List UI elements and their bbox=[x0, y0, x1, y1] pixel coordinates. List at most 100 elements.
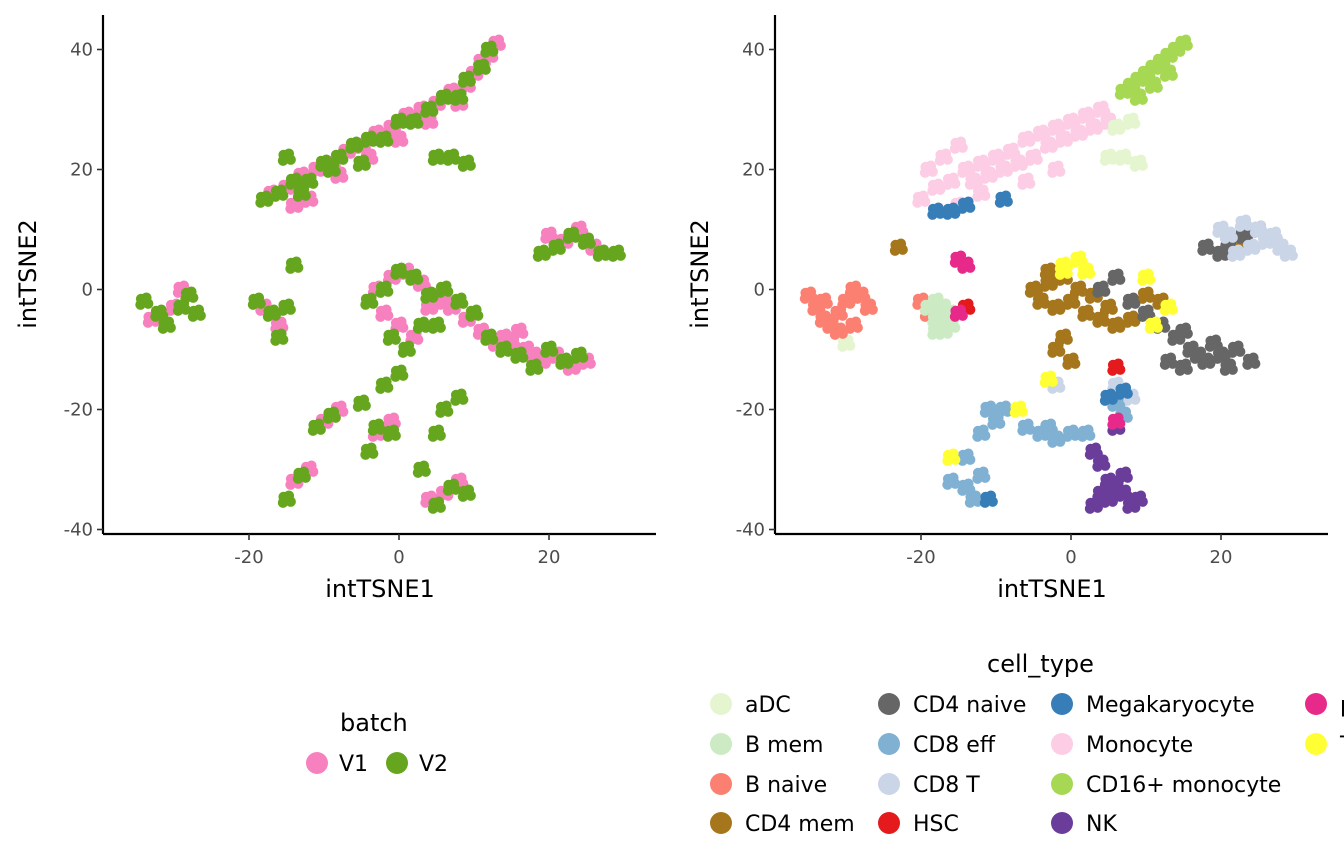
legend-label: CD16+ monocyte bbox=[1086, 773, 1281, 798]
data-point bbox=[390, 113, 402, 125]
data-point bbox=[1100, 491, 1111, 503]
data-point bbox=[890, 239, 901, 251]
data-point bbox=[1197, 239, 1209, 251]
data-point bbox=[1010, 401, 1021, 413]
data-point bbox=[428, 425, 439, 437]
data-point bbox=[950, 305, 961, 317]
right-y-axis-title: intTSNE2 bbox=[686, 219, 714, 329]
data-point bbox=[1257, 233, 1269, 245]
data-point bbox=[1175, 323, 1186, 335]
data-point bbox=[1062, 293, 1074, 305]
data-point bbox=[1017, 173, 1029, 185]
data-point bbox=[1227, 341, 1239, 353]
y-tick-label: 0 bbox=[754, 280, 765, 301]
data-point bbox=[510, 323, 522, 335]
legend-label: CD4 naive bbox=[913, 693, 1026, 718]
data-point bbox=[285, 257, 297, 269]
data-point bbox=[1122, 293, 1134, 305]
legend-key bbox=[386, 752, 408, 774]
data-point bbox=[480, 329, 492, 341]
data-point bbox=[1047, 299, 1059, 311]
series-t bbox=[942, 250, 1178, 466]
data-point bbox=[1077, 305, 1089, 317]
legend-label: aDC bbox=[745, 693, 791, 718]
data-point bbox=[495, 341, 507, 353]
y-tick-label: -20 bbox=[64, 400, 93, 421]
data-point bbox=[390, 317, 402, 329]
data-point bbox=[1070, 125, 1081, 137]
data-point bbox=[383, 329, 394, 341]
legend-key bbox=[710, 812, 732, 834]
data-point bbox=[353, 395, 364, 407]
legend-key bbox=[1051, 693, 1073, 715]
legend-label: NK bbox=[1086, 812, 1117, 837]
data-point bbox=[1272, 239, 1284, 251]
data-point bbox=[1190, 347, 1201, 359]
data-point bbox=[942, 449, 954, 461]
data-point bbox=[360, 293, 372, 305]
legend-label: Megakaryocyte bbox=[1086, 693, 1255, 718]
y-tick-label: 0 bbox=[82, 280, 93, 301]
legend-label: B naive bbox=[745, 773, 827, 798]
data-point bbox=[1122, 113, 1134, 125]
data-point bbox=[927, 179, 939, 191]
data-point bbox=[1137, 287, 1149, 299]
data-point bbox=[450, 293, 462, 305]
data-point bbox=[935, 299, 946, 311]
x-tick-label: 20 bbox=[538, 547, 561, 568]
legend-key bbox=[878, 773, 900, 795]
data-point bbox=[1002, 143, 1014, 155]
data-point bbox=[405, 269, 417, 281]
data-point bbox=[1085, 497, 1096, 509]
data-point bbox=[1085, 119, 1096, 131]
data-point bbox=[972, 155, 984, 167]
data-point bbox=[927, 293, 939, 305]
data-point bbox=[1077, 263, 1089, 275]
legend-label: V2 bbox=[419, 752, 448, 777]
data-point bbox=[293, 185, 304, 197]
data-point bbox=[255, 191, 267, 203]
series-cd4-naive bbox=[1092, 220, 1268, 376]
left-ticks: -20 0 20 -40 -20 0 20 40 bbox=[64, 40, 561, 569]
legend-label: V1 bbox=[339, 752, 368, 777]
data-point bbox=[1107, 359, 1119, 371]
data-point bbox=[972, 467, 984, 479]
data-point bbox=[570, 347, 582, 359]
data-point bbox=[957, 161, 969, 173]
legend-key bbox=[878, 693, 900, 715]
data-point bbox=[473, 59, 484, 71]
data-point bbox=[285, 173, 297, 185]
data-point bbox=[1250, 221, 1261, 233]
data-point bbox=[525, 359, 537, 371]
data-point bbox=[1055, 131, 1066, 143]
data-point bbox=[375, 281, 387, 293]
data-point bbox=[450, 389, 462, 401]
data-point bbox=[815, 311, 826, 323]
data-point bbox=[443, 149, 454, 161]
data-point bbox=[1017, 419, 1029, 431]
data-point bbox=[957, 479, 969, 491]
data-point bbox=[593, 245, 604, 257]
y-tick-label: -40 bbox=[64, 520, 93, 541]
data-point bbox=[390, 365, 402, 377]
data-point bbox=[942, 473, 954, 485]
legend-key bbox=[710, 693, 732, 715]
data-point bbox=[1235, 215, 1246, 227]
data-point bbox=[1092, 311, 1104, 323]
data-point bbox=[540, 227, 552, 239]
data-point bbox=[1085, 443, 1096, 455]
data-point bbox=[390, 131, 402, 143]
legend-key bbox=[1051, 733, 1073, 755]
cell-type-legend: cell_type aDC B mem B naive CD4 mem CD4 naiv… bbox=[710, 650, 1344, 837]
data-point bbox=[927, 203, 939, 215]
data-point bbox=[1107, 413, 1119, 425]
data-point bbox=[278, 491, 289, 503]
legend-key bbox=[1051, 812, 1073, 834]
data-point bbox=[578, 233, 589, 245]
data-point bbox=[458, 485, 469, 497]
data-point bbox=[413, 461, 424, 473]
data-point bbox=[1040, 137, 1051, 149]
y-tick-label: 20 bbox=[742, 160, 765, 181]
data-point bbox=[375, 377, 387, 389]
data-point bbox=[822, 317, 834, 329]
